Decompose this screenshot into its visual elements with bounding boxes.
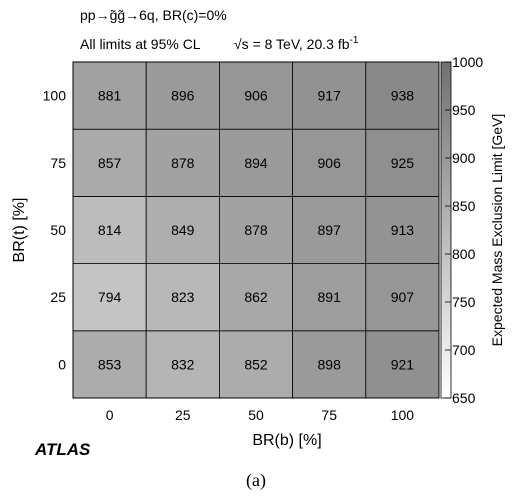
cell-value-label: 881 bbox=[98, 88, 122, 104]
cell-value-label: 913 bbox=[391, 222, 415, 238]
atlas-label: ATLAS bbox=[34, 440, 91, 459]
colorbar-tick-label: 950 bbox=[452, 102, 476, 118]
heatmap-cell bbox=[218, 128, 293, 197]
cell-value-label: 849 bbox=[171, 222, 195, 238]
cell-value-label: 907 bbox=[391, 289, 415, 305]
heatmap-cell bbox=[292, 263, 367, 332]
cell-value-label: 906 bbox=[244, 88, 268, 104]
plot-frame bbox=[72, 61, 440, 399]
heatmap-cell bbox=[145, 195, 220, 264]
x-tick-label: 25 bbox=[175, 407, 191, 423]
cell-value-label: 832 bbox=[171, 356, 195, 372]
heatmap-cell bbox=[365, 195, 440, 264]
cell-value-label: 814 bbox=[98, 222, 122, 238]
cell-value-label: 897 bbox=[318, 222, 342, 238]
colorbar-tick-label: 800 bbox=[452, 246, 476, 262]
heatmap-cells: 853 832 852 898 921 794 823 862 891 907 814 849 878 8… bbox=[72, 61, 440, 399]
cell-value-label: 925 bbox=[391, 155, 415, 171]
cell-value-label: 896 bbox=[171, 88, 195, 104]
chart-header-cl: All limits at 95% CL bbox=[80, 36, 201, 52]
cell-value-label: 906 bbox=[318, 155, 342, 171]
y-tick-label: 0 bbox=[58, 356, 66, 372]
x-tick-label: 100 bbox=[391, 407, 415, 423]
cell-value-label: 921 bbox=[391, 356, 415, 372]
heatmap-cell bbox=[72, 330, 147, 399]
cell-value-label: 917 bbox=[318, 88, 342, 104]
heatmap-cell bbox=[72, 61, 147, 130]
y-tick-labels: 0 25 50 75 100 bbox=[43, 88, 67, 373]
x-tick-labels: 0 25 50 75 100 bbox=[106, 407, 415, 423]
heatmap-cell bbox=[218, 263, 293, 332]
chart-header-energy-sup: -1 bbox=[350, 35, 359, 46]
heatmap-cell bbox=[292, 330, 367, 399]
colorbar-tick-label: 900 bbox=[452, 150, 476, 166]
cell-value-label: 898 bbox=[318, 356, 342, 372]
colorbar-tick-label: 750 bbox=[452, 294, 476, 310]
y-axis-label: BR(t) [%] bbox=[11, 198, 28, 263]
heatmap-cell bbox=[365, 330, 440, 399]
cell-value-label: 794 bbox=[98, 289, 122, 305]
colorbar-tick-label: 850 bbox=[452, 198, 476, 214]
heatmap-cell bbox=[145, 263, 220, 332]
y-tick-label: 25 bbox=[50, 289, 66, 305]
chart-header-energy-main: √s = 8 TeV, 20.3 fb bbox=[234, 36, 350, 52]
heatmap-cell bbox=[218, 61, 293, 130]
chart-header-process: pp→g̃g̃→6q, BR(c)=0% bbox=[80, 7, 227, 23]
colorbar-tick-label: 700 bbox=[452, 342, 476, 358]
cell-value-label: 878 bbox=[171, 155, 195, 171]
cell-value-label: 878 bbox=[244, 222, 268, 238]
heatmap-cell bbox=[145, 330, 220, 399]
heatmap-cell bbox=[365, 263, 440, 332]
y-tick-label: 100 bbox=[43, 88, 67, 104]
cell-value-label: 857 bbox=[98, 155, 122, 171]
colorbar-tick-label: 1000 bbox=[452, 54, 483, 70]
heatmap-cell bbox=[292, 128, 367, 197]
heatmap-cell bbox=[218, 195, 293, 264]
heatmap-cell bbox=[145, 128, 220, 197]
colorbar bbox=[440, 61, 452, 399]
colorbar-tick-label: 650 bbox=[452, 390, 476, 406]
x-tick-label: 0 bbox=[106, 407, 114, 423]
x-axis-label: BR(b) [%] bbox=[252, 432, 321, 449]
heatmap-cell bbox=[72, 263, 147, 332]
cell-value-label: 938 bbox=[391, 88, 415, 104]
cell-value-label: 852 bbox=[244, 356, 268, 372]
x-tick-label: 50 bbox=[248, 407, 264, 423]
y-tick-label: 50 bbox=[50, 222, 66, 238]
x-tick-label: 75 bbox=[321, 407, 337, 423]
heatmap-cell bbox=[365, 61, 440, 130]
panel-label: (a) bbox=[246, 470, 266, 491]
cell-value-label: 891 bbox=[318, 289, 342, 305]
y-tick-label: 75 bbox=[50, 155, 66, 171]
colorbar-label: Expected Mass Exclusion Limit [GeV] bbox=[489, 114, 505, 347]
cell-value-label: 823 bbox=[171, 289, 195, 305]
chart-header-energy: √s = 8 TeV, 20.3 fb-1 bbox=[234, 35, 359, 52]
cell-value-label: 853 bbox=[98, 356, 122, 372]
cell-value-label: 862 bbox=[244, 289, 268, 305]
colorbar-ticks: 650 700 750 800 850 900 950 1000 bbox=[445, 54, 483, 406]
heatmap-cell bbox=[365, 128, 440, 197]
cell-value-label: 894 bbox=[244, 155, 268, 171]
